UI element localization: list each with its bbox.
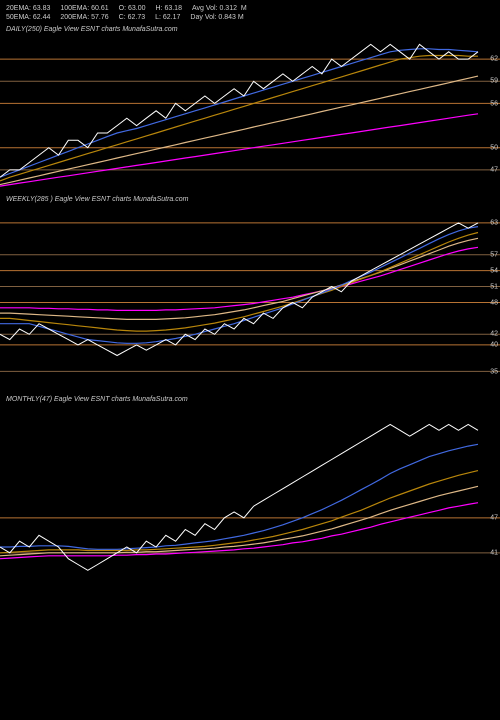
y-axis-label: 42 — [490, 331, 498, 338]
y-axis-label: 40 — [490, 342, 498, 349]
stat-item: H: 63.18 — [156, 5, 182, 12]
series-line — [0, 444, 478, 549]
stat-item: Avg Vol: 0.312 M — [192, 5, 247, 12]
header-stats: 20EMA: 63.83 100EMA: 60.61 O: 63.00 H: 63.1… — [0, 0, 500, 24]
y-axis-label: 41 — [490, 550, 498, 557]
chart-svg — [0, 207, 500, 382]
panel-title: DAILY(250) Eagle View ESNT charts Munafa… — [0, 24, 500, 37]
chart-svg — [0, 407, 500, 582]
series-line — [0, 238, 478, 319]
series-line — [0, 486, 478, 556]
series-line — [0, 471, 478, 553]
stat-item: O: 63.00 — [119, 5, 146, 12]
y-axis-label: 50 — [490, 144, 498, 151]
series-line — [0, 56, 478, 181]
y-axis-label: 57 — [490, 251, 498, 258]
stat-item: 100EMA: 60.61 — [60, 5, 108, 12]
y-axis-label: 59 — [490, 78, 498, 85]
y-axis-label: 54 — [490, 267, 498, 274]
y-axis-label: 63 — [490, 220, 498, 227]
panel-title: MONTHLY(47) Eagle View ESNT charts Munaf… — [0, 394, 500, 407]
chart-area: 62 59 56 50 47 — [0, 37, 500, 192]
stat-item: L: 62.17 — [155, 14, 180, 21]
chart-area: 47 41 — [0, 407, 500, 582]
stat-item: 50EMA: 62.44 — [6, 14, 50, 21]
stat-item: 20EMA: 63.83 — [6, 5, 50, 12]
chart-panel: MONTHLY(47) Eagle View ESNT charts Munaf… — [0, 394, 500, 594]
stat-row-2: 50EMA: 62.44 200EMA: 57.76 C: 62.73 L: 62.1… — [6, 13, 494, 22]
series-line — [0, 227, 478, 344]
chart-panel: DAILY(250) Eagle View ESNT charts Munafa… — [0, 24, 500, 194]
chart-panel: WEEKLY(285 ) Eagle View ESNT charts Muna… — [0, 194, 500, 394]
stat-row-1: 20EMA: 63.83 100EMA: 60.61 O: 63.00 H: 63.1… — [6, 4, 494, 13]
y-axis-label: 35 — [490, 368, 498, 375]
series-line — [0, 247, 478, 310]
stat-item: Day Vol: 0.843 M — [190, 14, 243, 21]
price-series — [0, 425, 478, 571]
stat-item: 200EMA: 57.76 — [60, 14, 108, 21]
panels-container: DAILY(250) Eagle View ESNT charts Munafa… — [0, 24, 500, 594]
y-axis-label: 51 — [490, 283, 498, 290]
chart-area: 63 57 54 51 48 42 40 35 — [0, 207, 500, 382]
panel-title: WEEKLY(285 ) Eagle View ESNT charts Muna… — [0, 194, 500, 207]
price-series — [0, 45, 478, 178]
chart-svg — [0, 37, 500, 192]
y-axis-label: 56 — [490, 100, 498, 107]
y-axis-label: 47 — [490, 515, 498, 522]
stat-item: C: 62.73 — [119, 14, 145, 21]
y-axis-label: 47 — [490, 167, 498, 174]
y-axis-label: 48 — [490, 299, 498, 306]
y-axis-label: 62 — [490, 56, 498, 63]
